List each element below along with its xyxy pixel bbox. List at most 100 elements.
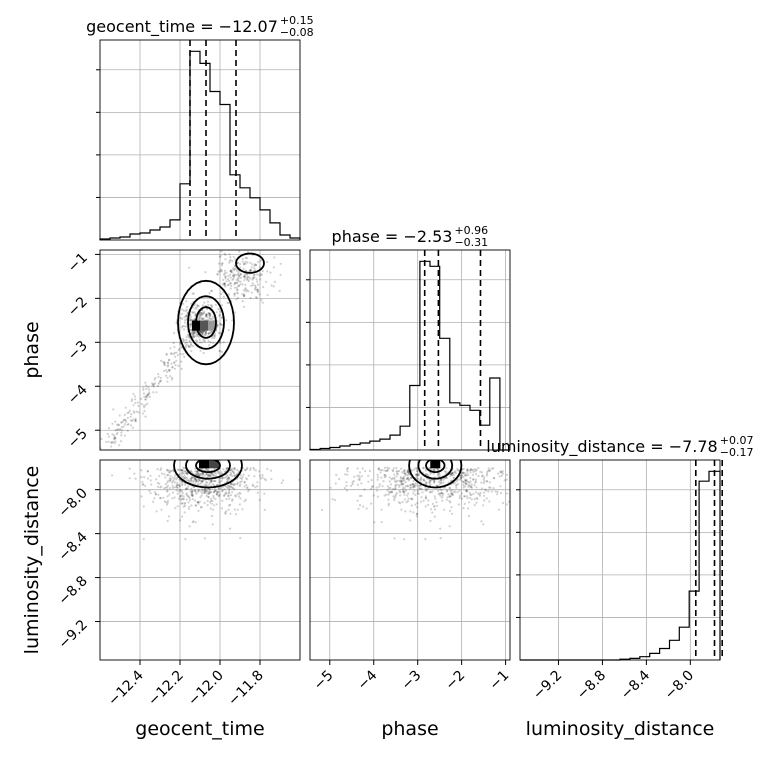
scatter-point-phase-distance — [492, 476, 495, 480]
scatter-point-geocent-time-phase — [173, 361, 176, 364]
scatter-point-geocent-time-phase — [205, 316, 208, 319]
scatter-point-geocent-time-distance — [176, 481, 179, 484]
scatter-point-geocent-time-phase — [233, 268, 236, 271]
scatter-point-geocent-time-distance — [197, 489, 200, 492]
scatter-point-geocent-time-phase — [116, 431, 119, 434]
scatter-point-geocent-time-distance — [190, 476, 193, 480]
scatter-point-phase-distance — [424, 505, 427, 508]
scatter-point-phase-distance — [403, 472, 406, 475]
scatter-point-geocent-time-phase — [235, 281, 238, 284]
scatter-point-geocent-time-phase — [134, 398, 137, 401]
scatter-point-geocent-time-distance — [238, 503, 241, 506]
scatter-point-geocent-time-phase — [183, 328, 186, 331]
scatter-point-geocent-time-distance — [215, 492, 218, 495]
x-tick-label-phase: −2 — [443, 668, 469, 694]
scatter-point-geocent-time-phase — [231, 274, 235, 278]
scatter-point-phase-distance — [390, 491, 393, 494]
scatter-point-geocent-time-distance — [176, 483, 179, 486]
scatter-point-geocent-time-distance — [201, 488, 204, 491]
scatter-point-geocent-time-phase — [200, 317, 204, 320]
scatter-point-geocent-time-distance — [142, 483, 145, 486]
scatter-point-phase-distance — [483, 476, 486, 479]
scatter-point-geocent-time-distance — [215, 489, 218, 493]
scatter-point-phase-distance — [406, 494, 409, 497]
scatter-point-phase-distance — [459, 476, 462, 479]
scatter-point-geocent-time-distance — [233, 475, 236, 478]
scatter-point-geocent-time-phase — [201, 304, 205, 307]
scatter-point-phase-distance — [424, 489, 427, 492]
scatter-point-geocent-time-phase — [152, 383, 155, 386]
scatter-point-geocent-time-phase — [187, 345, 190, 349]
scatter-point-geocent-time-distance — [193, 478, 196, 481]
scatter-point-geocent-time-distance — [210, 499, 213, 502]
scatter-point-geocent-time-distance — [229, 503, 232, 506]
scatter-point-phase-distance — [441, 499, 444, 502]
scatter-point-phase-distance — [375, 486, 378, 489]
scatter-point-phase-distance — [454, 470, 457, 473]
scatter-point-geocent-time-distance — [166, 499, 170, 502]
scatter-point-geocent-time-phase — [244, 288, 247, 291]
scatter-point-geocent-time-distance — [229, 494, 233, 497]
scatter-point-geocent-time-distance — [209, 507, 212, 510]
title-upper-error-geocent-time: +0.15 — [280, 14, 314, 27]
scatter-point-phase-distance — [397, 501, 400, 504]
density-cell-phase-distance — [430, 460, 441, 469]
scatter-point-geocent-time-phase — [254, 288, 257, 291]
scatter-point-phase-distance — [432, 472, 435, 475]
scatter-point-geocent-time-distance — [207, 492, 210, 495]
scatter-point-geocent-time-distance — [236, 481, 239, 484]
scatter-point-phase-distance — [407, 479, 410, 482]
scatter-point-geocent-time-phase — [227, 301, 230, 304]
scatter-point-geocent-time-distance — [225, 491, 228, 494]
quantile-layer — [189, 40, 724, 660]
scatter-point-geocent-time-phase — [122, 418, 125, 421]
scatter-point-geocent-time-distance — [222, 485, 225, 488]
scatter-point-geocent-time-phase — [107, 440, 110, 443]
scatter-point-geocent-time-distance — [180, 515, 184, 518]
scatter-point-phase-distance — [440, 489, 443, 492]
scatter-point-geocent-time-phase — [171, 366, 174, 369]
scatter-point-phase-distance — [438, 483, 441, 486]
scatter-point-geocent-time-phase — [256, 288, 259, 292]
scatter-point-geocent-time-phase — [244, 256, 247, 259]
scatter-point-phase-distance — [448, 525, 451, 528]
scatter-point-geocent-time-phase — [141, 412, 144, 415]
scatter-point-phase-distance — [352, 480, 355, 483]
scatter-point-phase-distance — [373, 521, 376, 524]
scatter-point-geocent-time-distance — [196, 470, 199, 473]
scatter-point-geocent-time-phase — [243, 275, 246, 278]
scatter-point-phase-distance — [403, 479, 406, 482]
scatter-point-geocent-time-phase — [227, 328, 230, 332]
scatter-point-geocent-time-distance — [191, 493, 194, 496]
panel-group-phase-distance — [408, 460, 463, 489]
scatter-point-phase-distance — [465, 479, 468, 482]
scatter-point-phase-distance — [465, 490, 468, 493]
scatter-point-phase-distance — [399, 480, 402, 483]
scatter-point-geocent-time-phase — [220, 304, 223, 307]
scatter-point-geocent-time-phase — [254, 284, 257, 287]
scatter-point-geocent-time-distance — [212, 491, 215, 494]
scatter-point-geocent-time-phase — [182, 340, 185, 343]
scatter-point-phase-distance — [470, 486, 473, 489]
scatter-point-geocent-time-distance — [213, 504, 216, 507]
scatter-point-geocent-time-distance — [246, 466, 249, 469]
scatter-point-geocent-time-phase — [219, 350, 222, 353]
scatter-point-geocent-time-phase — [163, 361, 166, 364]
scatter-point-geocent-time-distance — [221, 477, 224, 480]
scatter-point-geocent-time-distance — [227, 486, 230, 489]
scatter-point-geocent-time-phase — [176, 354, 179, 357]
scatter-point-phase-distance — [498, 475, 501, 478]
scatter-point-geocent-time-distance — [165, 490, 169, 493]
scatter-point-phase-distance — [430, 468, 433, 471]
scatter-point-geocent-time-phase — [223, 252, 226, 255]
scatter-point-geocent-time-distance — [205, 484, 208, 487]
scatter-point-geocent-time-distance — [211, 473, 214, 476]
scatter-point-geocent-time-distance — [234, 494, 237, 497]
scatter-point-phase-distance — [393, 498, 396, 502]
scatter-point-phase-distance — [453, 471, 456, 474]
scatter-point-phase-distance — [479, 491, 482, 494]
scatter-point-geocent-time-phase — [208, 313, 211, 316]
scatter-point-geocent-time-distance — [180, 468, 183, 472]
scatter-point-phase-distance — [460, 476, 463, 480]
scatter-point-phase-distance — [475, 501, 478, 504]
